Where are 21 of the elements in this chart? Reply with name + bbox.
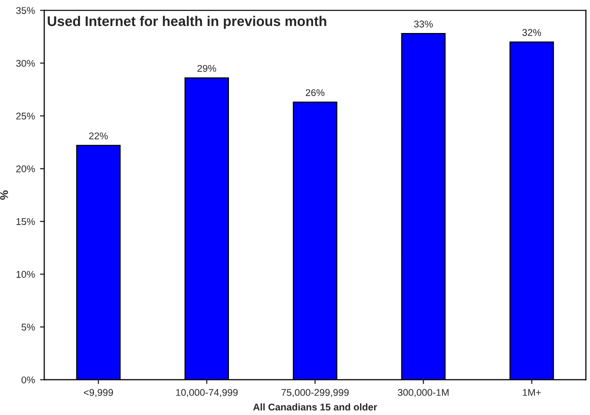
data-label: 33% <box>414 20 433 28</box>
y-tick-label: 20% <box>16 165 35 172</box>
x-tick-label: 75,000-299,999 <box>282 389 349 398</box>
x-axis-title: All Canadians 15 and older <box>253 403 378 411</box>
y-tick-label: 5% <box>22 324 35 331</box>
data-label: 26% <box>306 89 324 96</box>
x-tick-label: <9,999 <box>84 389 113 398</box>
chart-title: Used Internet for health in previous month <box>48 16 326 29</box>
y-tick-label: 35% <box>16 7 35 14</box>
data-label: 22% <box>89 132 108 140</box>
data-label: 32% <box>522 29 542 36</box>
x-tick-label: 1M+ <box>522 389 541 396</box>
y-tick-label: 30% <box>16 60 35 67</box>
x-tick-label: 300,000-1M <box>398 389 449 398</box>
x-tick-label: 10,000-74,999 <box>176 389 238 398</box>
y-tick-label: 25% <box>16 112 35 120</box>
data-label: 29% <box>197 64 216 72</box>
y-axis-title: % <box>0 190 8 200</box>
y-tick-label: 15% <box>16 218 35 226</box>
y-tick-label: 0% <box>22 376 35 384</box>
y-tick-label: 10% <box>16 270 35 278</box>
